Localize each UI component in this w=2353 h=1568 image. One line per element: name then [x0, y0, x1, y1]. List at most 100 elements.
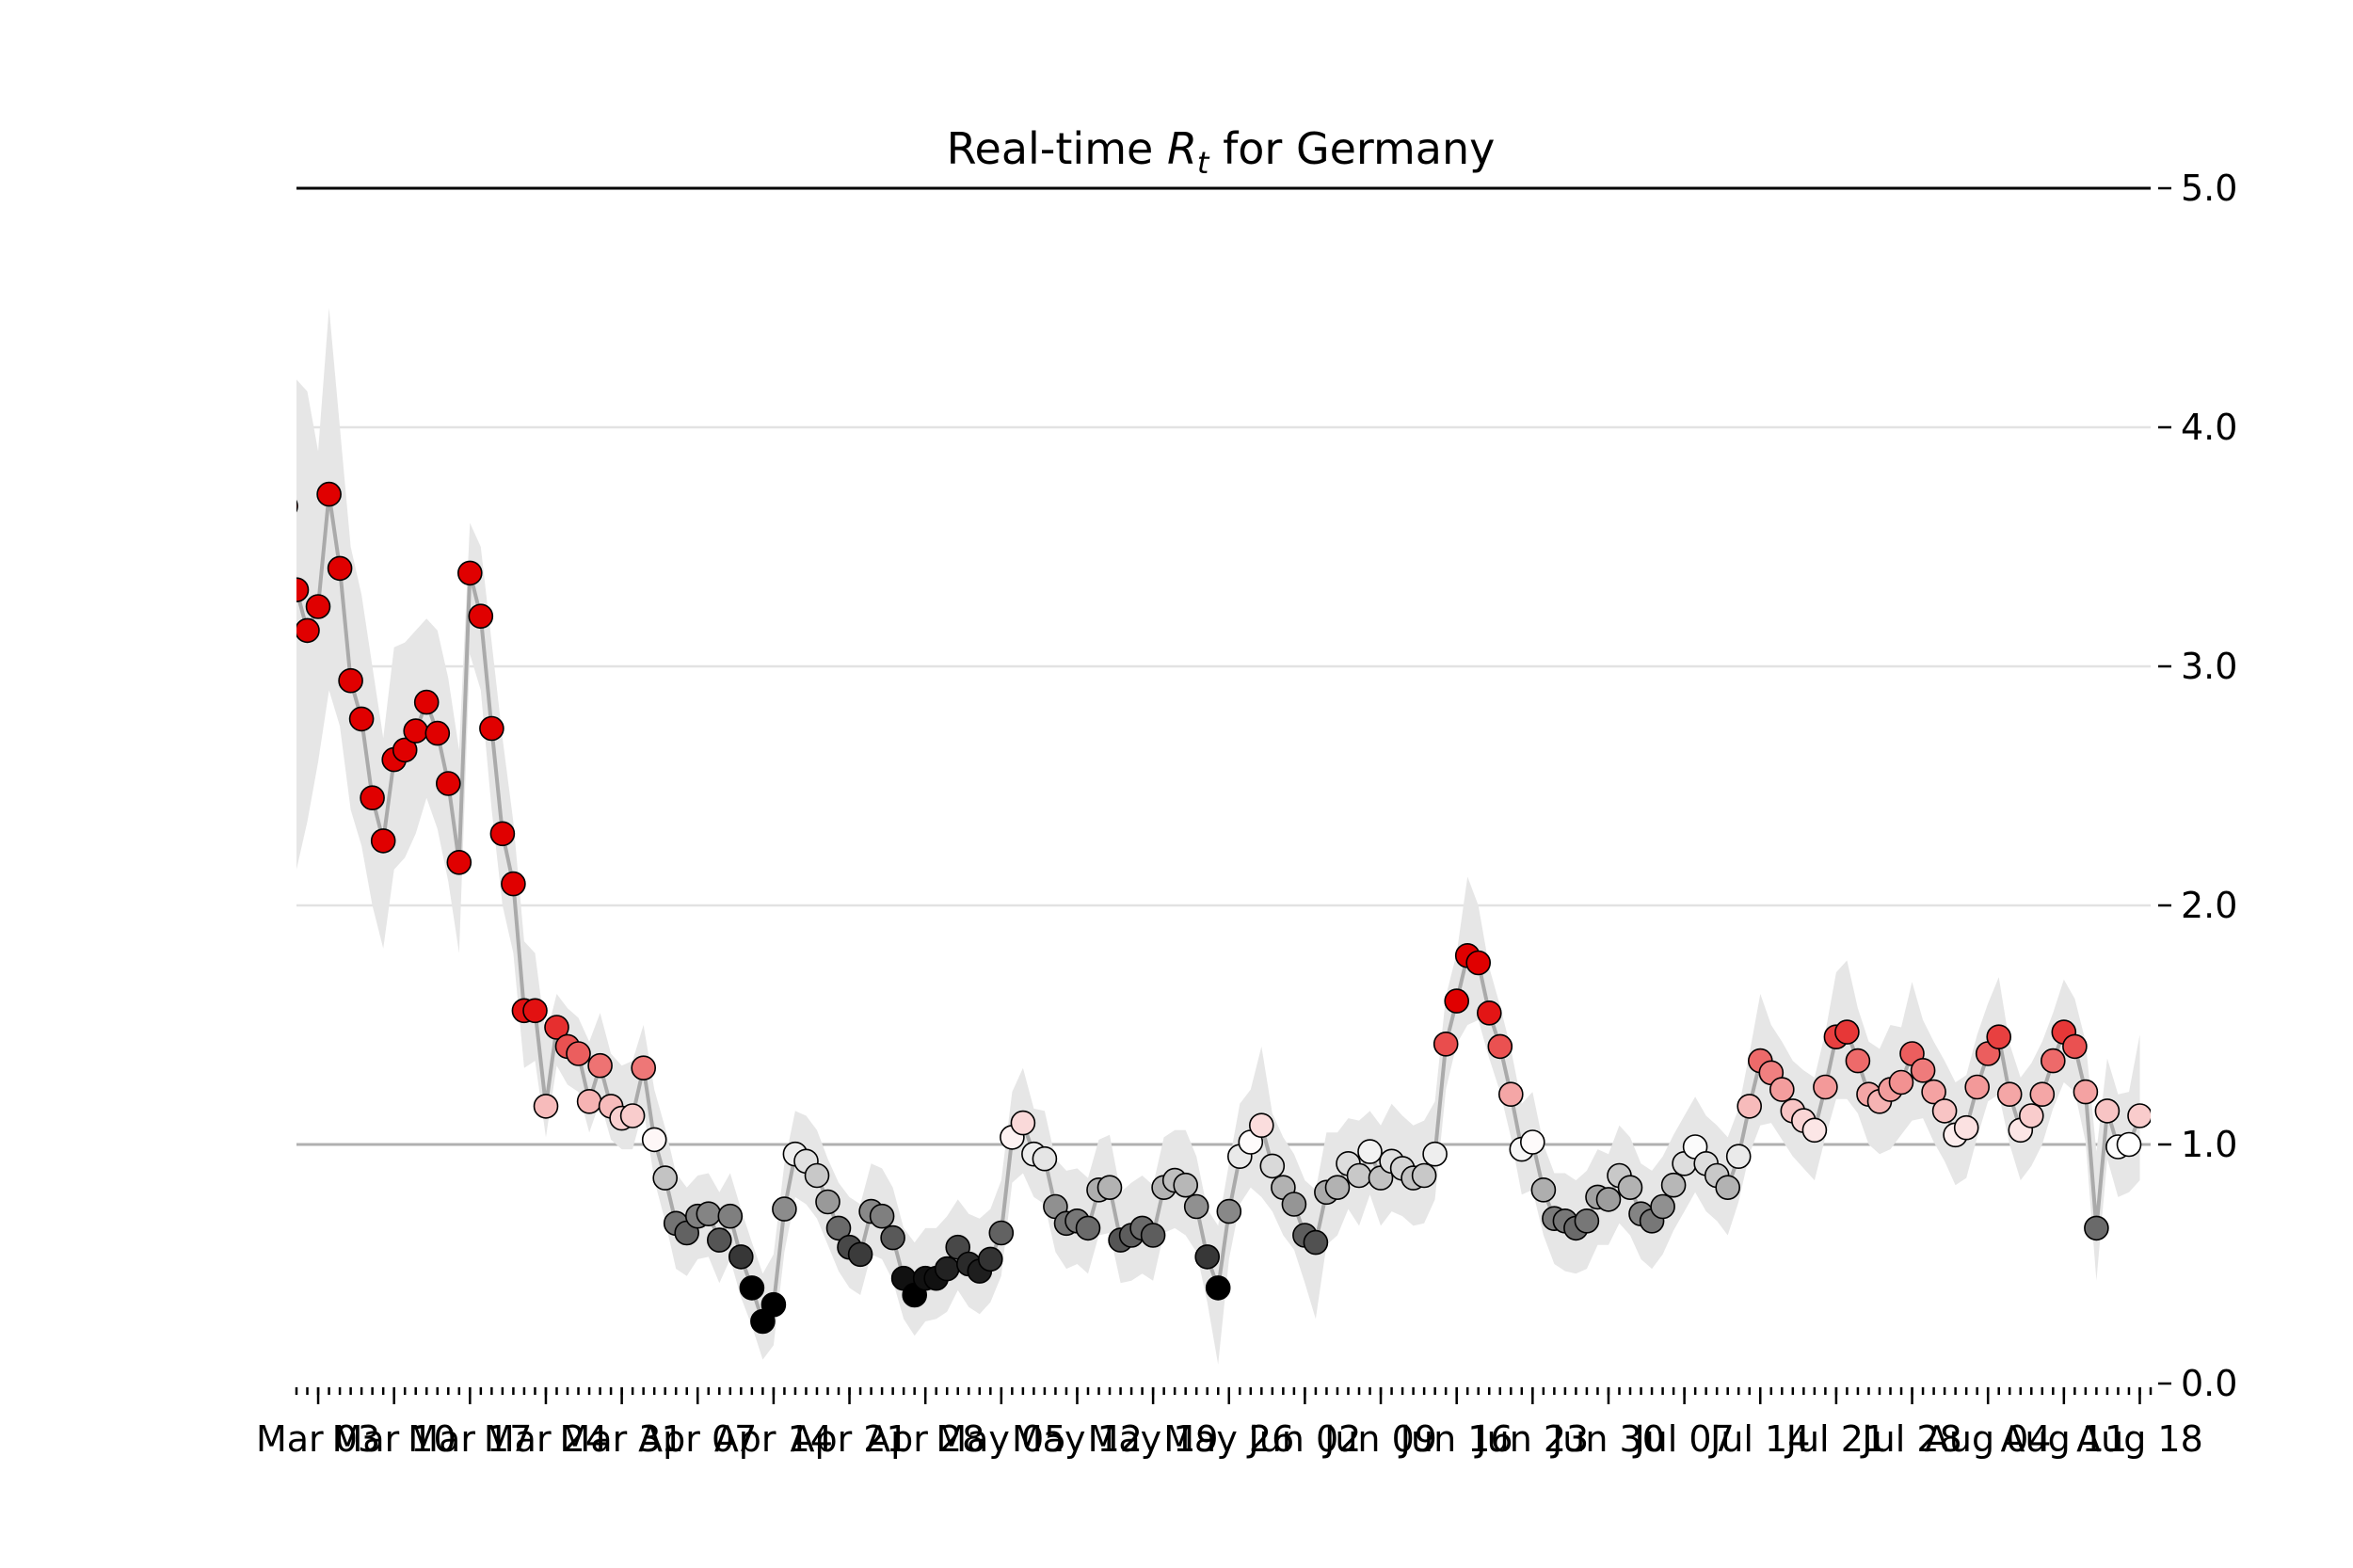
data-point — [533, 1094, 559, 1119]
data-point — [370, 828, 396, 854]
data-point — [479, 715, 504, 742]
x-tick-label: May 19 — [1088, 1418, 1219, 1460]
data-point — [1032, 1145, 1058, 1172]
x-tick-label: Jun 23 — [1474, 1418, 1589, 1460]
data-point — [1411, 1162, 1437, 1189]
data-point — [489, 821, 516, 847]
data-point — [1357, 1139, 1383, 1164]
x-tick-label: May 26 — [1163, 1418, 1294, 1460]
data-point — [1259, 1153, 1286, 1179]
data-point — [424, 720, 451, 746]
title-prefix: Real-time — [947, 123, 1167, 174]
data-point — [446, 849, 472, 875]
data-point — [1487, 1033, 1513, 1060]
data-point — [1801, 1117, 1828, 1144]
x-tick-label: Mar 31 — [560, 1418, 684, 1460]
data-point — [1813, 1074, 1838, 1100]
data-point — [631, 1055, 657, 1080]
data-point — [1595, 1187, 1622, 1212]
data-point — [696, 1201, 722, 1226]
data-point — [1140, 1223, 1166, 1248]
data-point — [1617, 1175, 1643, 1200]
data-point — [1996, 1081, 2023, 1107]
data-point — [1530, 1177, 1557, 1203]
chart-title: Real-time Rt for Germany — [947, 123, 1496, 181]
y-tick-label: 4.0 — [2181, 407, 2237, 448]
data-point — [1249, 1112, 1274, 1138]
x-tick-label: Aug 18 — [2076, 1418, 2203, 1460]
title-suffix: for Germany — [1209, 123, 1495, 174]
data-point — [825, 1215, 852, 1241]
data-point — [739, 1275, 765, 1301]
data-points — [296, 481, 2151, 1335]
data-point — [1281, 1192, 1307, 1217]
data-point — [1715, 1175, 1740, 1200]
x-tick-label: Mar 10 — [332, 1418, 456, 1460]
data-point — [2019, 1103, 2044, 1128]
data-point — [296, 577, 310, 602]
data-point — [1953, 1114, 1979, 1141]
y-axis: 0.0 1.0 2.0 3.0 4.0 5.0 — [2158, 168, 2237, 1404]
x-tick-label: Jun 30 — [1550, 1418, 1665, 1460]
data-point — [847, 1241, 873, 1268]
x-tick-label: May 12 — [1012, 1418, 1143, 1460]
data-point — [1183, 1193, 1209, 1220]
x-tick-label: Aug 04 — [1925, 1418, 2052, 1460]
x-tick-label: Apr 21 — [790, 1418, 908, 1460]
data-point — [2062, 1033, 2088, 1060]
x-tick-label: Aug 11 — [2001, 1418, 2128, 1460]
data-point — [566, 1041, 591, 1066]
data-point — [988, 1220, 1015, 1246]
data-point — [1931, 1098, 1958, 1124]
data-point — [1422, 1141, 1448, 1167]
data-point — [435, 771, 461, 796]
x-tick-label: Jun 16 — [1399, 1418, 1513, 1460]
data-point — [403, 718, 429, 744]
x-tick-label: Mar 17 — [408, 1418, 532, 1460]
data-point — [619, 1103, 646, 1128]
gridlines — [296, 186, 2151, 1146]
data-point — [1888, 1069, 1914, 1096]
data-point — [544, 1015, 569, 1040]
data-point — [1477, 1000, 1502, 1026]
x-tick-label: Jul 21 — [1785, 1418, 1886, 1460]
data-point — [2116, 1131, 2142, 1158]
data-point — [1433, 1032, 1459, 1057]
data-point — [880, 1224, 905, 1251]
data-point — [1845, 1048, 1871, 1074]
data-point — [1324, 1175, 1351, 1200]
data-point — [1346, 1162, 1372, 1189]
data-point — [360, 785, 385, 811]
y-tick-label: 5.0 — [2181, 168, 2237, 209]
y-tick-label: 2.0 — [2181, 885, 2237, 926]
data-point — [296, 617, 320, 644]
data-point — [2127, 1103, 2151, 1128]
data-point — [413, 689, 440, 715]
data-point — [522, 998, 548, 1024]
y-tick-label: 0.0 — [2181, 1363, 2237, 1404]
data-point — [1650, 1193, 1675, 1220]
data-point — [1921, 1079, 1946, 1105]
x-tick-label: Apr 14 — [714, 1418, 833, 1460]
data-point — [1725, 1144, 1752, 1169]
data-point — [1096, 1175, 1123, 1200]
data-point — [804, 1162, 830, 1189]
data-point — [1520, 1129, 1545, 1155]
x-tick-label: Jul 07 — [1632, 1418, 1734, 1460]
x-tick-label: Mar 03 — [256, 1418, 380, 1460]
data-point — [706, 1227, 732, 1253]
data-point — [1194, 1244, 1220, 1270]
y-tick-label: 1.0 — [2181, 1124, 2237, 1165]
data-point — [728, 1244, 754, 1270]
data-point — [869, 1203, 895, 1229]
x-tick-label: Jun 02 — [1246, 1418, 1361, 1460]
confidence-band — [296, 308, 2140, 1365]
data-point — [934, 1256, 960, 1282]
data-point — [576, 1089, 602, 1114]
data-point — [1205, 1275, 1231, 1301]
data-point — [1574, 1208, 1600, 1234]
title-subscript: t — [1197, 145, 1210, 181]
data-point — [2029, 1081, 2056, 1107]
